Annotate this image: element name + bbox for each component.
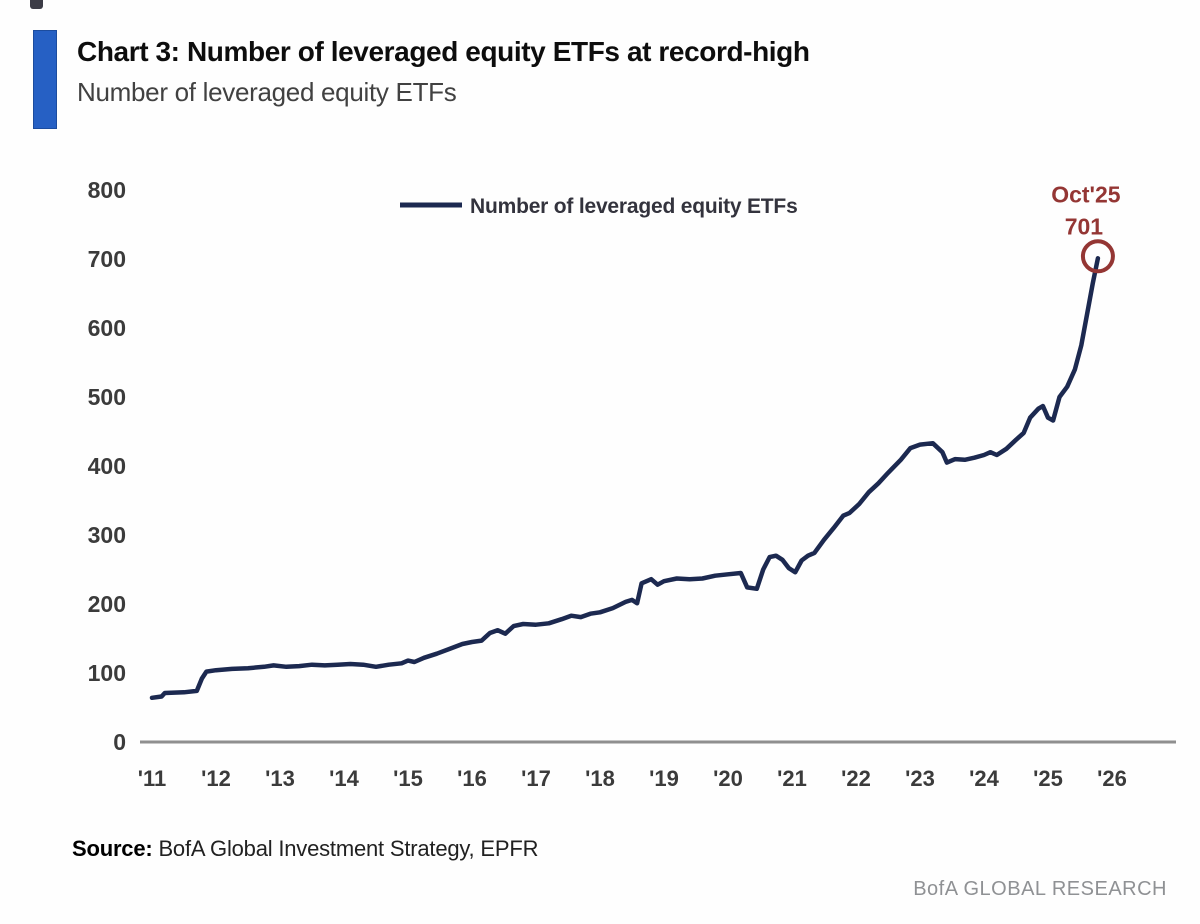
peak-circle — [1080, 239, 1115, 274]
x-tick-label: '18 — [585, 766, 615, 791]
x-tick-label: '13 — [265, 766, 295, 791]
source-text: BofA Global Investment Strategy, EPFR — [158, 836, 539, 861]
annotation-value-label: 701 — [1065, 213, 1104, 239]
x-tick-label: '17 — [521, 766, 551, 791]
chart-subtitle: Number of leveraged equity ETFs — [77, 77, 457, 107]
chart-header: Chart 3: Number of leveraged equity ETFs… — [33, 30, 810, 129]
x-tick-label: '23 — [905, 766, 935, 791]
brand-mark: BofA GLOBAL RESEARCH — [913, 878, 1167, 900]
x-tick-label: '24 — [969, 766, 999, 791]
x-tick-label: '20 — [713, 766, 743, 791]
y-tick-label: 700 — [88, 246, 126, 272]
corner-mark — [30, 0, 43, 9]
y-tick-label: 300 — [88, 522, 126, 548]
series-line — [149, 256, 1101, 701]
chart-legend: Number of leveraged equity ETFs — [400, 195, 798, 218]
x-tick-label: '25 — [1033, 766, 1063, 791]
y-tick-label: 200 — [88, 591, 126, 617]
source-note: Source: BofA Global Investment Strategy,… — [72, 836, 538, 862]
x-tick-label: '19 — [649, 766, 679, 791]
y-tick-label: 400 — [88, 453, 126, 479]
x-tick-label: '16 — [457, 766, 487, 791]
y-tick-label: 600 — [88, 315, 126, 341]
x-tick-label: '12 — [201, 766, 231, 791]
chart-title: Chart 3: Number of leveraged equity ETFs… — [77, 36, 810, 67]
x-tick-label: '11 — [138, 766, 167, 791]
y-tick-label: 800 — [88, 177, 126, 203]
x-tick-label: '15 — [393, 766, 423, 791]
y-tick-label: 500 — [88, 384, 126, 410]
annotation-month-label: Oct'25 — [1051, 181, 1121, 207]
x-tick-label: '14 — [329, 766, 359, 791]
x-tick-label: '21 — [777, 766, 807, 791]
x-tick-label: '26 — [1097, 766, 1127, 791]
legend-label: Number of leveraged equity ETFs — [470, 195, 798, 218]
y-tick-label: 100 — [88, 660, 126, 686]
y-tick-label: 0 — [113, 729, 126, 755]
source-label: Source: — [72, 836, 153, 861]
x-tick-label: '22 — [841, 766, 871, 791]
accent-bar — [33, 30, 57, 129]
